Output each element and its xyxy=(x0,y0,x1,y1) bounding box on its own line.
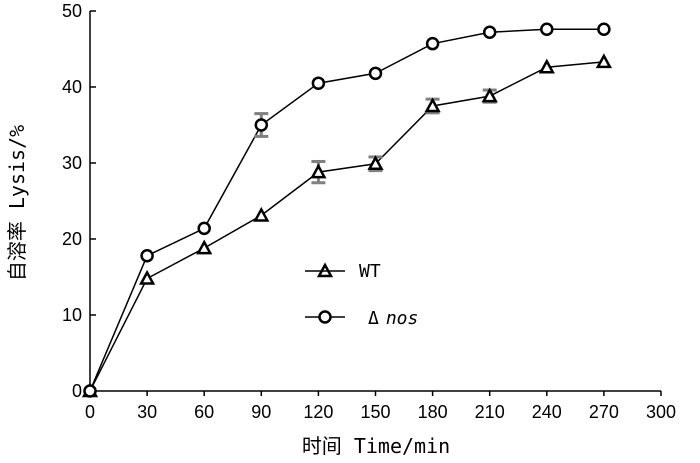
data-point-circle xyxy=(540,22,554,36)
y-tick-label: 20 xyxy=(62,229,82,249)
legend-wt-triangle-marker xyxy=(316,262,334,278)
axes: 0 10 20 30 40 50 0 30 60 90 120 150 180 210 240 270 300 xyxy=(62,1,676,422)
data-point-circle xyxy=(368,66,383,81)
series-nos xyxy=(83,22,611,398)
data-point-circle xyxy=(425,36,440,51)
data-point-circle xyxy=(83,384,97,398)
x-tick-label: 300 xyxy=(646,402,676,422)
legend-nos-italic: nos xyxy=(386,308,419,329)
data-point-circle xyxy=(597,22,611,36)
data-point-triangle xyxy=(481,87,498,103)
x-tick-label: 150 xyxy=(360,402,390,422)
data-point-triangle xyxy=(424,97,441,113)
y-axis-title: 自溶率 Lysis/% xyxy=(5,125,29,281)
data-point-triangle xyxy=(310,163,327,179)
data-point-triangle xyxy=(253,206,270,222)
data-point-circle xyxy=(254,118,269,132)
x-tick-label: 30 xyxy=(137,402,157,422)
x-tick-label: 120 xyxy=(303,402,333,422)
x-tick-label: 0 xyxy=(85,402,95,422)
series-wt-line xyxy=(89,61,604,392)
x-tick-label: 270 xyxy=(589,402,619,422)
data-point-circle xyxy=(311,76,326,90)
data-point-circle xyxy=(140,248,154,263)
legend-wt-label: WT xyxy=(359,261,381,282)
data-point-triangle xyxy=(367,155,384,171)
x-axis-title: 时间 Time/min xyxy=(302,434,450,458)
x-tick-label: 90 xyxy=(251,402,271,422)
x-tick-label: 210 xyxy=(475,402,505,422)
series-nos-line xyxy=(89,28,604,392)
data-point-triangle xyxy=(196,239,213,255)
data-point-triangle xyxy=(538,58,555,74)
y-tick-label: 0 xyxy=(72,381,82,401)
x-tick-label: 240 xyxy=(532,402,562,422)
data-point-circle xyxy=(197,221,211,236)
y-tick-label: 30 xyxy=(62,153,82,173)
y-tick-label: 40 xyxy=(62,77,82,97)
series-wt xyxy=(81,53,613,398)
x-tick-label: 180 xyxy=(418,402,448,422)
data-point-circle xyxy=(482,25,497,40)
y-tick-label: 10 xyxy=(62,305,82,325)
series-layer xyxy=(81,22,613,398)
legend-nos-circle-marker xyxy=(318,310,332,324)
data-point-triangle xyxy=(595,53,613,69)
y-tick-label: 50 xyxy=(62,1,82,21)
data-point-triangle xyxy=(138,269,156,285)
legend-nos-delta: Δ xyxy=(368,308,379,329)
x-tick-label: 60 xyxy=(194,402,214,422)
